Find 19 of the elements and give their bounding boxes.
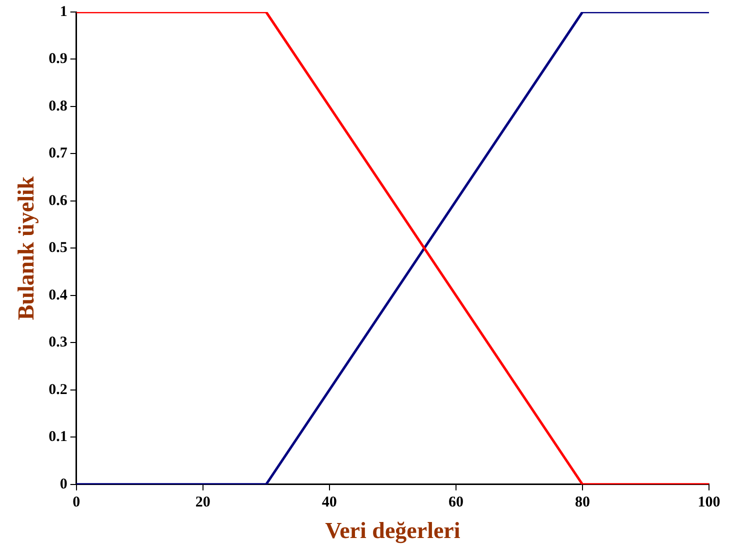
y-tick-label: 0.4 [48, 287, 68, 304]
y-tick-label: 1 [60, 4, 68, 20]
y-tick-label: 0.1 [48, 429, 68, 446]
x-tick-label: 100 [698, 494, 720, 510]
x-tick-label: 60 [448, 494, 464, 510]
x-tick-label: 20 [195, 494, 210, 510]
x-axis-title: Veri değerleri [325, 518, 461, 544]
x-tick-label: 80 [574, 494, 590, 510]
y-tick-label: 0.7 [48, 146, 68, 162]
y-tick-label: 0.5 [48, 240, 68, 256]
y-tick-label: 0 [60, 476, 68, 492]
y-tick-label: 0.3 [48, 334, 68, 351]
y-tick-label: 0.9 [48, 51, 68, 68]
y-tick-label: 0.8 [48, 98, 68, 114]
y-tick-label: 0.2 [48, 382, 68, 398]
y-tick-label: 0.6 [48, 192, 68, 209]
x-tick-label: 40 [322, 494, 337, 510]
x-tick-label: 0 [72, 494, 80, 510]
y-axis-title: Bulanık üyelik [14, 176, 39, 320]
